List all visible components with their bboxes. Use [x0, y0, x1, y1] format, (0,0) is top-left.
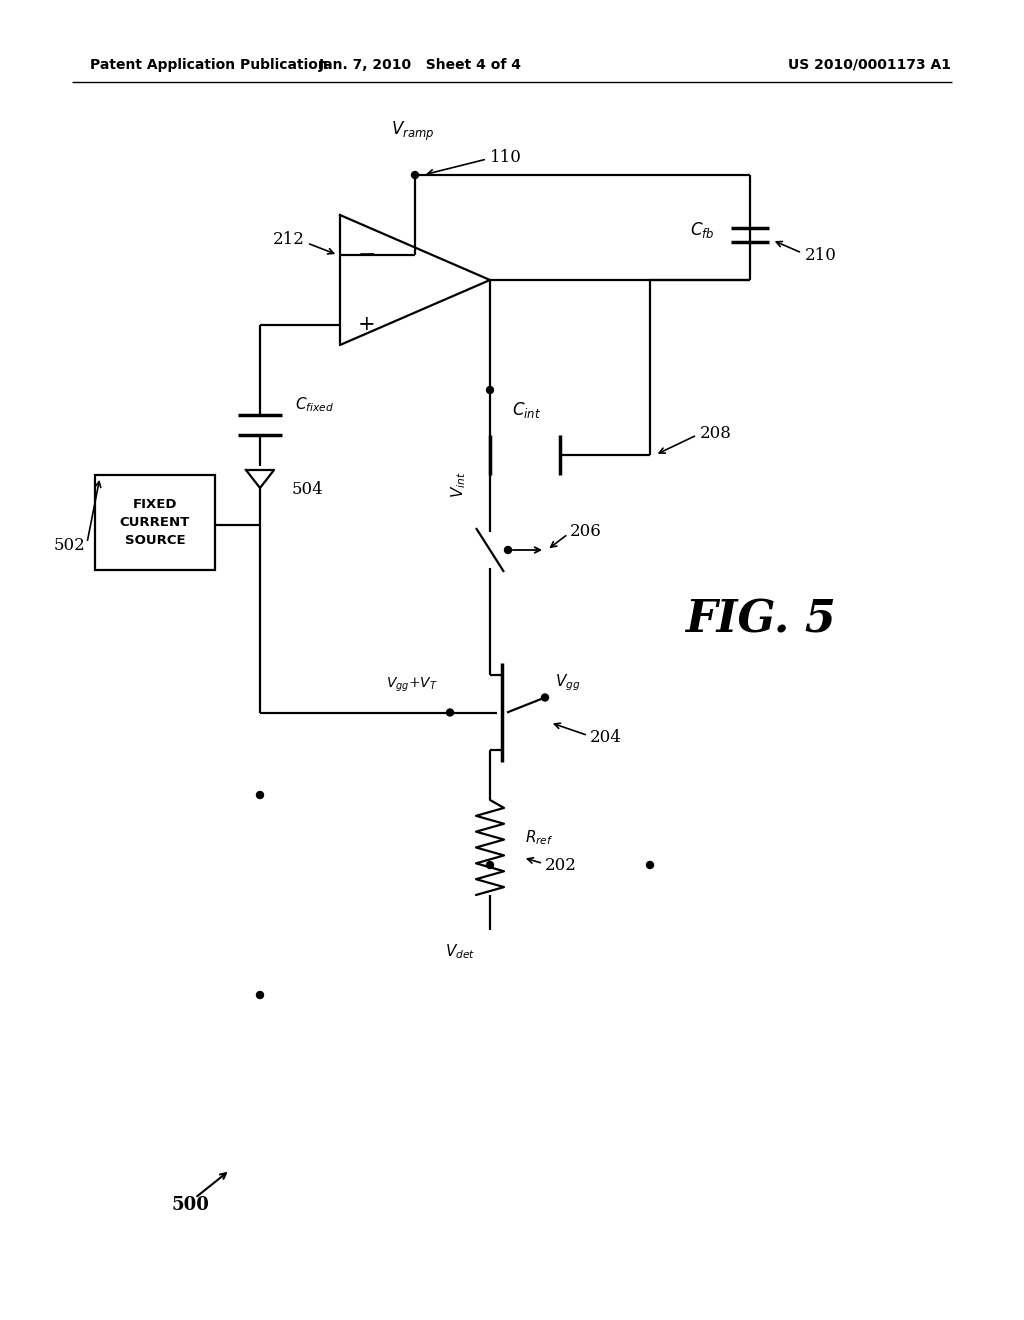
Circle shape: [542, 694, 549, 701]
Text: $C_{int}$: $C_{int}$: [512, 400, 542, 420]
Text: 210: 210: [805, 247, 837, 264]
Text: $V_{ramp}$: $V_{ramp}$: [391, 120, 435, 143]
Text: $V_{gg}$+$V_T$: $V_{gg}$+$V_T$: [386, 676, 438, 694]
Circle shape: [505, 546, 512, 553]
Circle shape: [256, 991, 263, 998]
Text: FIG. 5: FIG. 5: [685, 598, 836, 642]
FancyBboxPatch shape: [95, 475, 215, 570]
Text: 110: 110: [490, 149, 522, 165]
Text: $C_{fixed}$: $C_{fixed}$: [295, 396, 334, 414]
Text: 504: 504: [292, 480, 324, 498]
Text: −: −: [357, 244, 376, 267]
Text: $C_{fb}$: $C_{fb}$: [690, 220, 715, 240]
Circle shape: [486, 387, 494, 393]
Text: US 2010/0001173 A1: US 2010/0001173 A1: [788, 58, 951, 73]
Text: $V_{int}$: $V_{int}$: [450, 471, 468, 499]
Circle shape: [412, 172, 419, 178]
Text: $R_{ref}$: $R_{ref}$: [525, 828, 554, 847]
Text: 502: 502: [53, 536, 85, 553]
Text: 212: 212: [273, 231, 305, 248]
Text: Patent Application Publication: Patent Application Publication: [90, 58, 328, 73]
Text: $V_{gg}$: $V_{gg}$: [555, 672, 581, 693]
Text: 206: 206: [570, 524, 602, 540]
Circle shape: [446, 709, 454, 715]
Text: Jan. 7, 2010   Sheet 4 of 4: Jan. 7, 2010 Sheet 4 of 4: [318, 58, 521, 73]
Circle shape: [256, 792, 263, 799]
Text: +: +: [358, 315, 376, 334]
Text: FIXED
CURRENT
SOURCE: FIXED CURRENT SOURCE: [120, 498, 190, 546]
Circle shape: [486, 862, 494, 869]
Text: 204: 204: [590, 729, 622, 746]
Text: 500: 500: [171, 1196, 209, 1214]
Text: 208: 208: [700, 425, 732, 441]
Text: $V_{det}$: $V_{det}$: [444, 942, 475, 961]
Text: 202: 202: [545, 857, 577, 874]
Circle shape: [646, 862, 653, 869]
